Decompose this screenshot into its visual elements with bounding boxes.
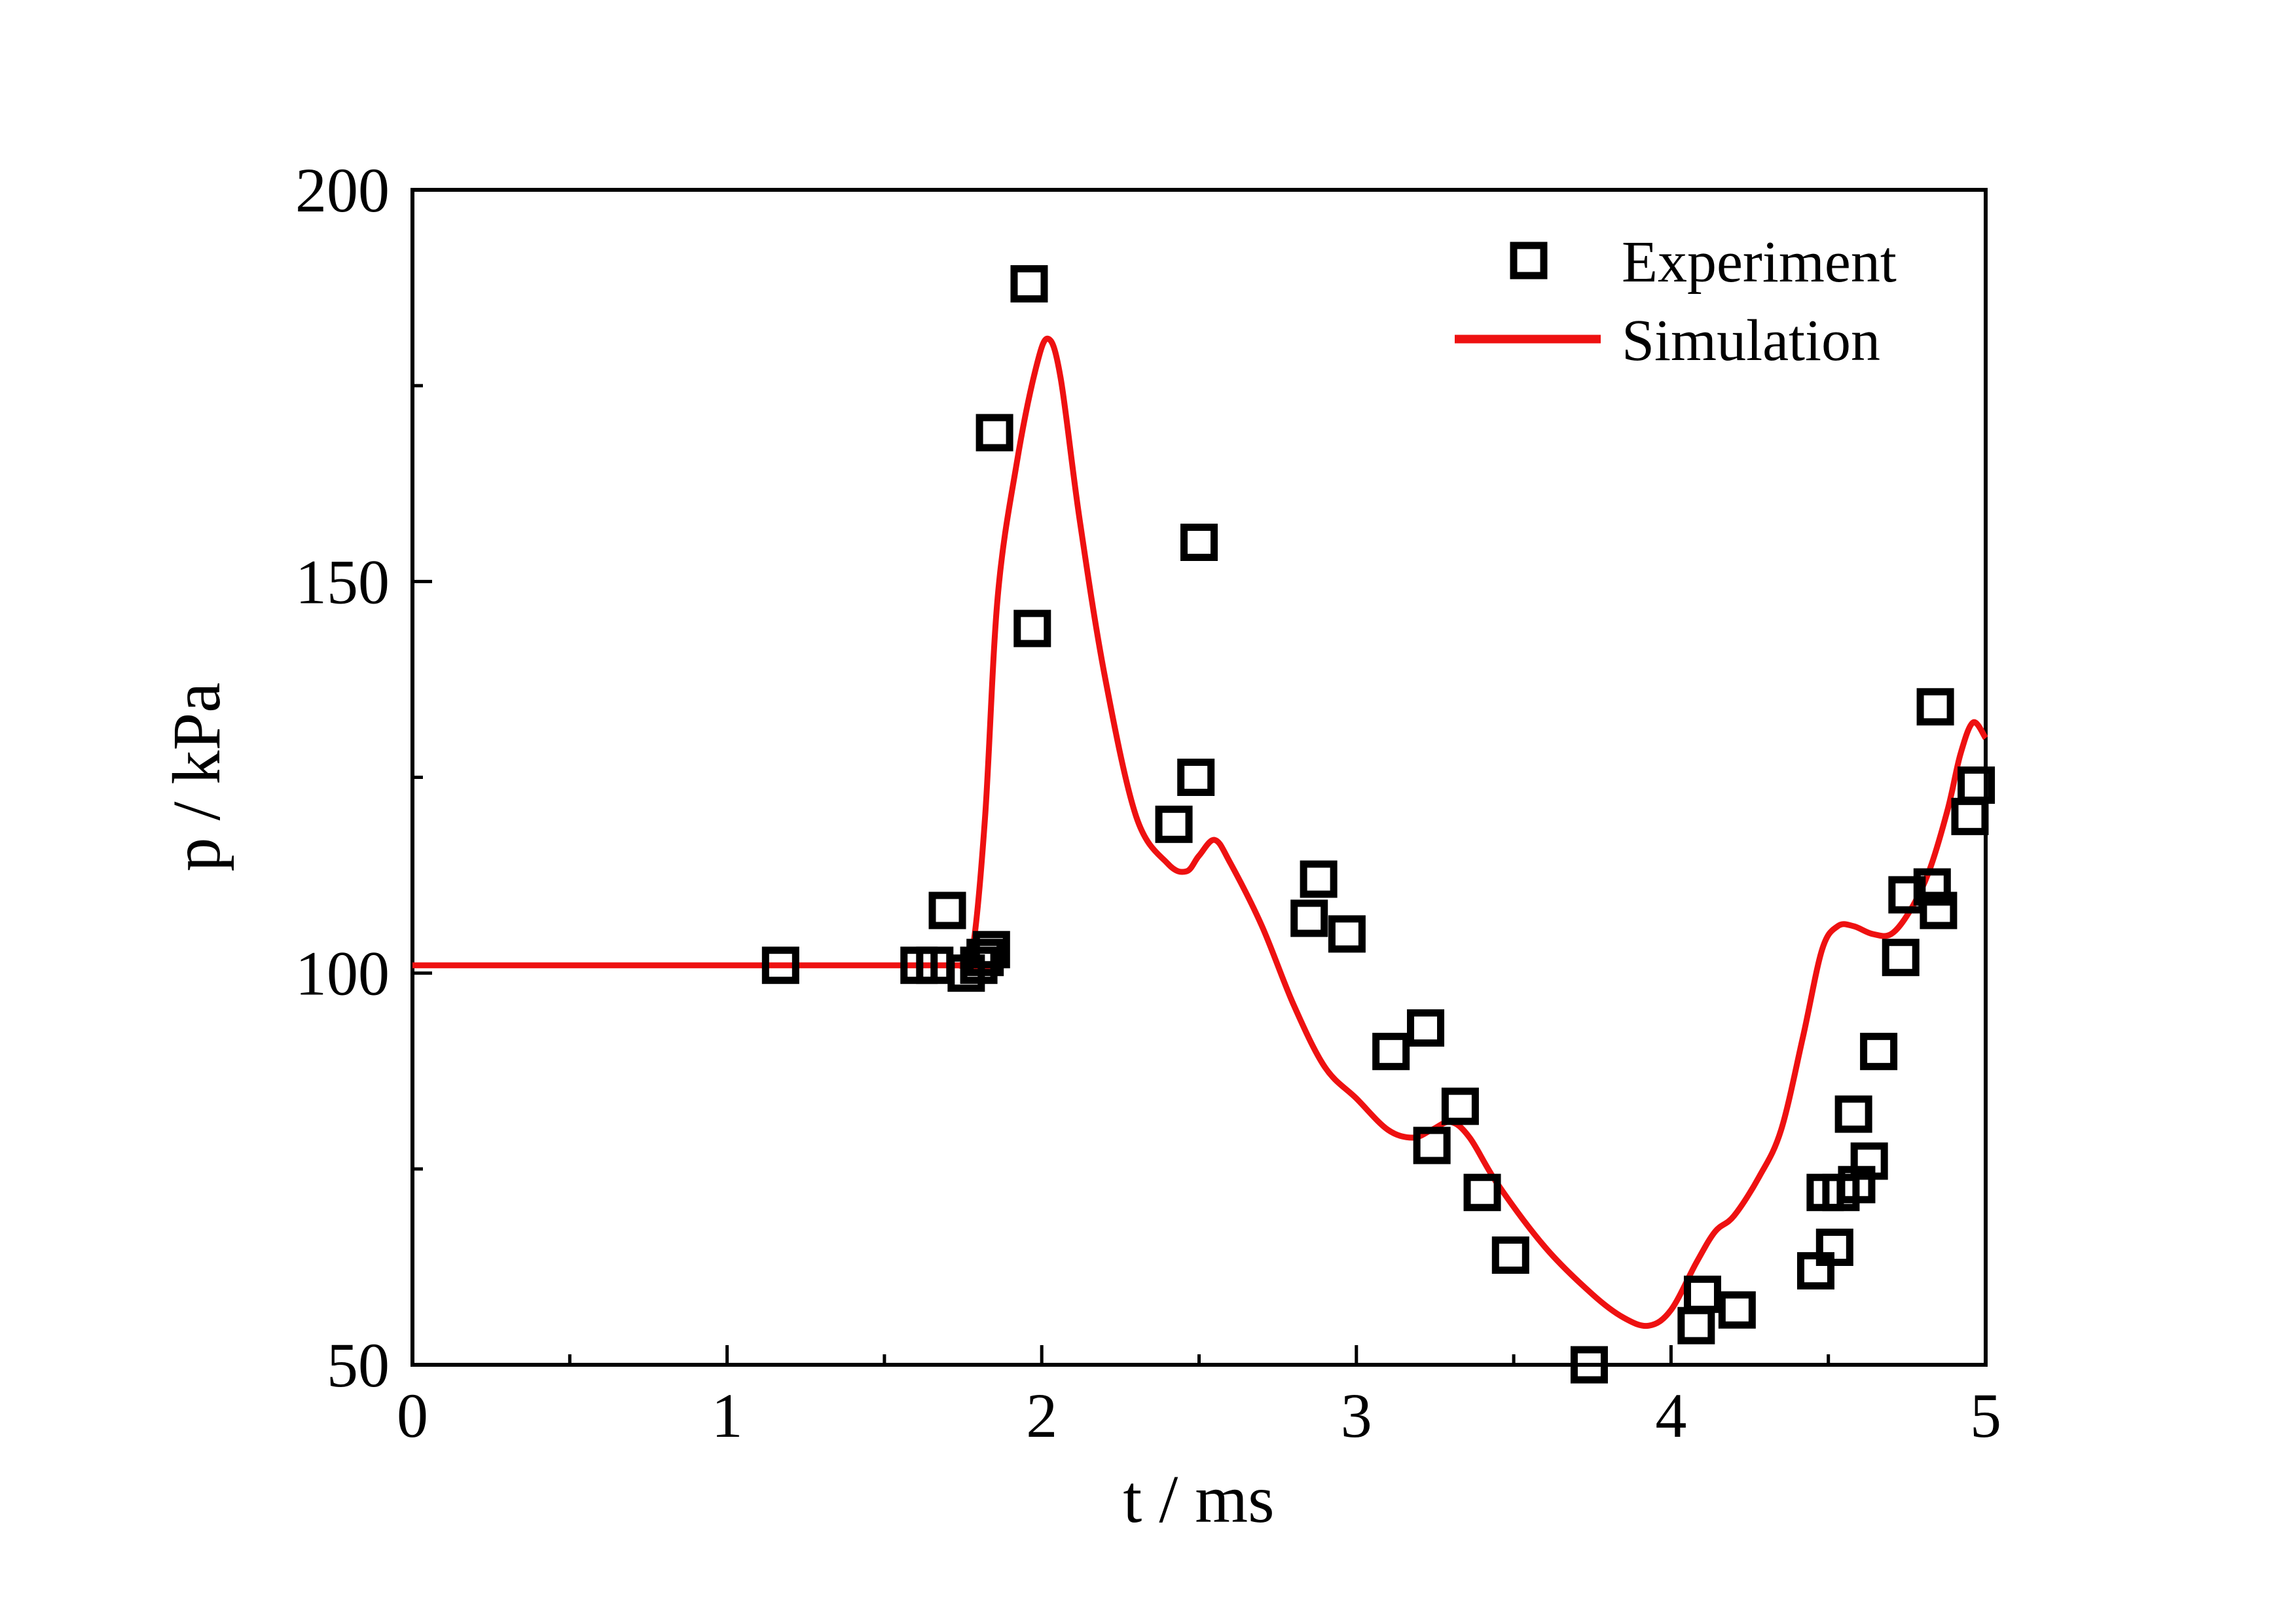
experiment-point [1010,265,1048,303]
experiment-point [1155,805,1193,843]
experiment-point [1916,688,1954,726]
experiment-point [928,892,966,929]
simulation-line [412,335,1988,1329]
x-tick-label: 1 [712,1380,743,1451]
experiment-point [1860,1032,1898,1070]
experiment-point [1850,1142,1888,1180]
experiment-point [1407,1009,1445,1047]
legend: Experiment Simulation [1455,230,1897,373]
x-tick-label: 2 [1026,1380,1057,1451]
experiment-point [1815,1229,1853,1266]
experiment-point [975,414,1013,452]
experiment-point [1290,899,1328,937]
y-tick-label: 50 [327,1330,390,1400]
experiment-point [1300,860,1338,898]
experiment-point [972,931,1010,969]
x-tick-label: 4 [1655,1380,1686,1451]
x-tick-label: 0 [397,1380,428,1451]
experiment-point [1491,1236,1529,1274]
experiment-point [1372,1032,1410,1070]
experiment-point [1570,1346,1608,1384]
axis-ticks [410,188,1988,1367]
experiment-point [1958,766,1995,804]
legend-experiment-label: Experiment [1622,230,1897,295]
experiment-point [1463,1174,1501,1212]
experiment-point [966,939,1004,977]
experiment-point [1177,759,1215,796]
experiment-point [1441,1087,1479,1125]
experiment-point [1882,939,1920,977]
experiment-point [761,947,799,984]
tick-labels: 0 1 2 3 4 5 50 100 150 200 [295,155,2001,1451]
legend-experiment-marker [1510,242,1548,280]
experiment-point [1683,1275,1721,1313]
y-axis-title: p / kPa [159,683,234,872]
experiment-point [1796,1252,1834,1290]
experiment-point [1920,892,1958,929]
y-tick-label: 200 [295,155,390,225]
legend-simulation-label: Simulation [1622,308,1880,373]
simulation-layer [412,335,1988,1329]
experiment-point [1413,1127,1451,1164]
experiment-point [1913,868,1951,906]
y-tick-label: 100 [295,939,390,1009]
x-tick-label: 3 [1341,1380,1372,1451]
x-axis-title: t / ms [1123,1462,1274,1537]
experiment-layer [761,265,1995,1384]
y-tick-label: 150 [295,547,390,617]
experiment-point [1328,915,1366,953]
experiment-point [1834,1095,1872,1133]
experiment-point [1718,1291,1756,1329]
x-tick-label: 5 [1970,1380,2001,1451]
experiment-point [1013,609,1051,647]
experiment-point [1180,524,1218,561]
plot-area [410,188,1988,1367]
